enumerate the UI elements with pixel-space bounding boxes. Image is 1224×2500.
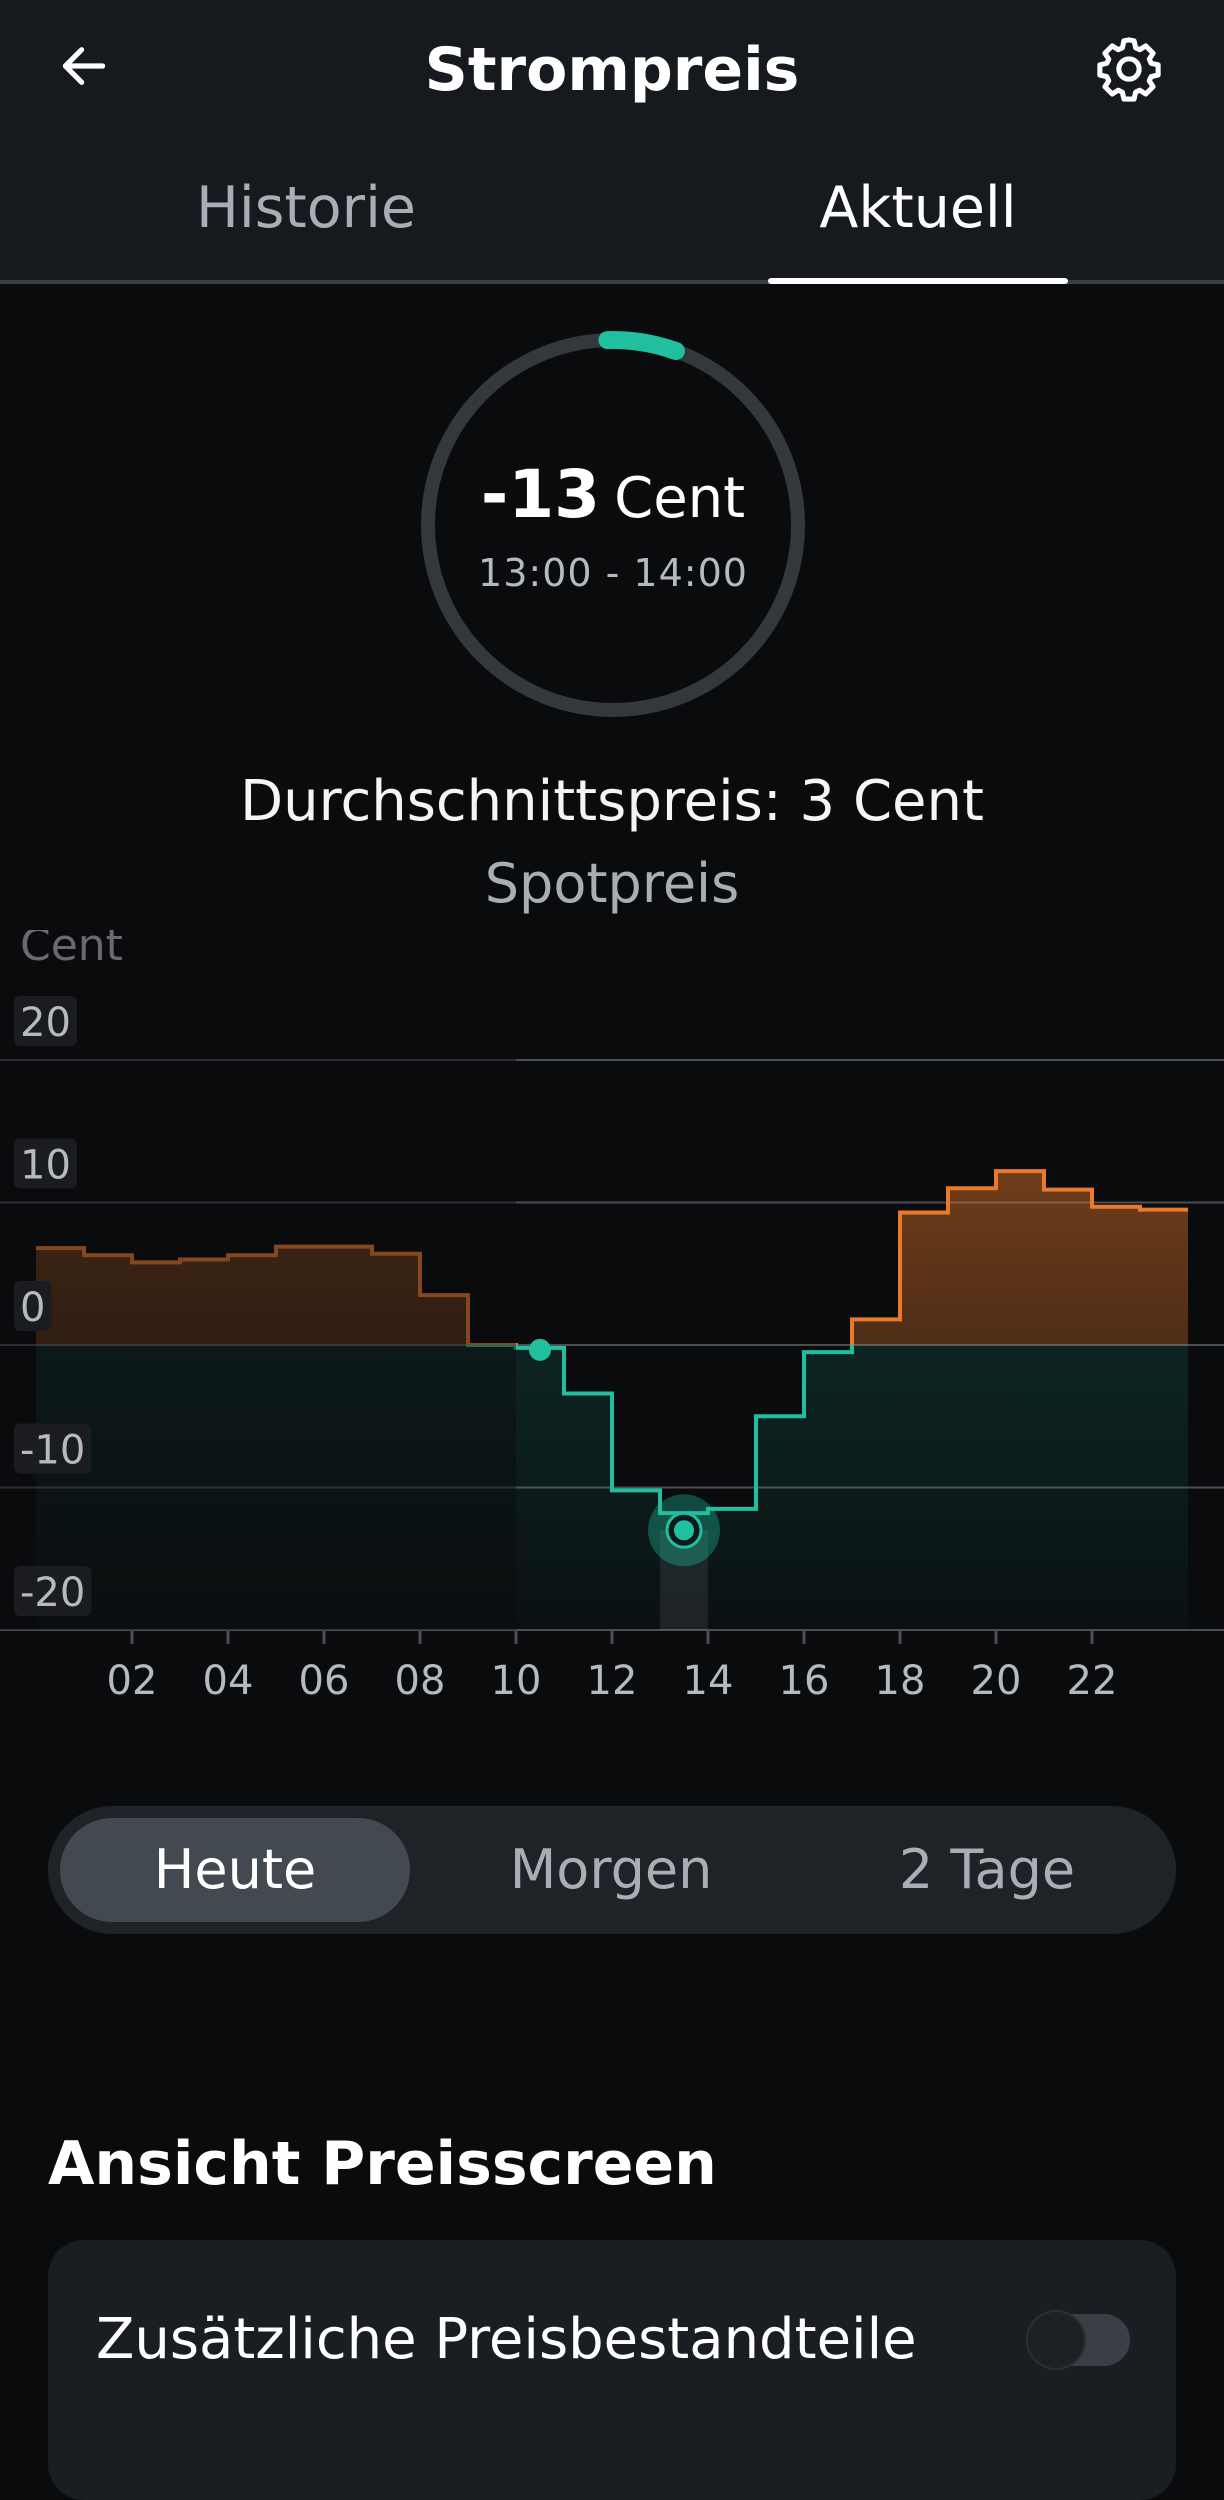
tab-divider (0, 280, 1224, 284)
current-point (674, 1520, 694, 1541)
x-tick-label: 10 (491, 1658, 542, 1704)
x-tick-label: 20 (971, 1658, 1022, 1704)
price-line-positive (36, 1169, 1188, 1345)
gauge-progress (598, 331, 685, 361)
x-tick-label: 04 (203, 1658, 254, 1704)
price-components-toggle[interactable] (1028, 2312, 1130, 2368)
gear-icon (1097, 37, 1161, 102)
back-button[interactable] (48, 30, 120, 102)
x-tick-label: 22 (1067, 1658, 1118, 1704)
point-marker (529, 1338, 551, 1361)
current-time-range: 13:00 - 14:00 (478, 551, 748, 595)
x-tick-label: 18 (875, 1658, 926, 1704)
x-tick-label: 12 (587, 1658, 638, 1704)
toggle-knob (1028, 2312, 1084, 2368)
past-hours-dim (0, 930, 516, 1630)
tab-aktuell[interactable]: Aktuell (819, 175, 1017, 241)
x-tick-label: 14 (683, 1658, 734, 1704)
setting-label: Zusätzliche Preisbestandteile (96, 2307, 917, 2372)
current-price: -13 Cent (418, 455, 808, 552)
y-tick-label: -20 (20, 1570, 85, 1616)
tab-historie[interactable]: Historie (196, 175, 416, 241)
x-tick-label: 08 (395, 1658, 446, 1704)
y-tick-label: 10 (20, 1143, 71, 1189)
y-tick-background (14, 1138, 77, 1189)
range-selector: Heute Morgen 2 Tage (48, 1806, 1176, 1934)
price-chart[interactable]: Cent 20 10 0 -10 -20 02 04 06 08 10 12 14 16 18 20 22 (0, 930, 1224, 1720)
current-price-value: -13 (480, 456, 601, 533)
y-tick-background (14, 1566, 92, 1616)
app-header: Strompreis Historie Aktuell (0, 0, 1224, 284)
page-title: Strompreis (424, 35, 800, 105)
range-option-heute[interactable]: Heute (60, 1818, 410, 1922)
current-price-unit: Cent (614, 466, 746, 531)
y-tick-background (14, 1423, 92, 1474)
x-tick-label: 16 (779, 1658, 830, 1704)
x-tick-label: 06 (299, 1658, 350, 1704)
arrow-left-icon (62, 47, 106, 85)
x-tick-label: 02 (107, 1658, 158, 1704)
settings-button[interactable] (1090, 30, 1168, 108)
price-line-negative (466, 1345, 854, 1516)
price-gauge (421, 331, 805, 717)
active-tab-indicator (768, 278, 1068, 284)
y-tick-background (14, 1281, 52, 1331)
y-tick-label: 20 (20, 1000, 71, 1046)
average-price: Durchschnittspreis: 3 Cent (240, 769, 984, 834)
settings-card: Zusätzliche Preisbestandteile (48, 2240, 1176, 2500)
range-option-morgen[interactable]: Morgen (509, 1838, 713, 1901)
range-option-2-tage[interactable]: 2 Tage (898, 1838, 1076, 1901)
price-type-label: Spotpreis (484, 852, 740, 915)
y-tick-background (14, 996, 77, 1046)
y-tick-label: -10 (20, 1428, 85, 1474)
section-title: Ansicht Preisscreen (48, 2129, 717, 2199)
y-tick-label: 0 (20, 1285, 45, 1331)
y-axis-title: Cent (20, 930, 123, 971)
